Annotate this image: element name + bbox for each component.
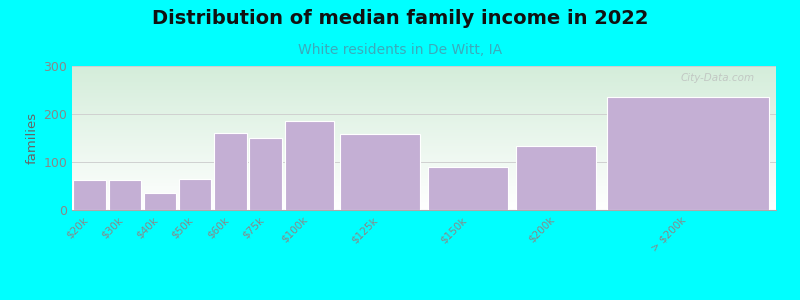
Bar [515,146,597,210]
Text: City-Data.com: City-Data.com [681,73,755,83]
Bar [214,133,246,210]
Bar [250,138,282,210]
Bar [427,167,509,210]
Bar [179,179,211,210]
Bar [286,121,334,210]
Bar [144,193,176,210]
Bar [74,180,106,210]
Y-axis label: families: families [26,112,39,164]
Bar [109,180,141,210]
Bar [607,97,769,210]
Bar [339,134,421,210]
Text: Distribution of median family income in 2022: Distribution of median family income in … [152,9,648,28]
Text: White residents in De Witt, IA: White residents in De Witt, IA [298,44,502,58]
